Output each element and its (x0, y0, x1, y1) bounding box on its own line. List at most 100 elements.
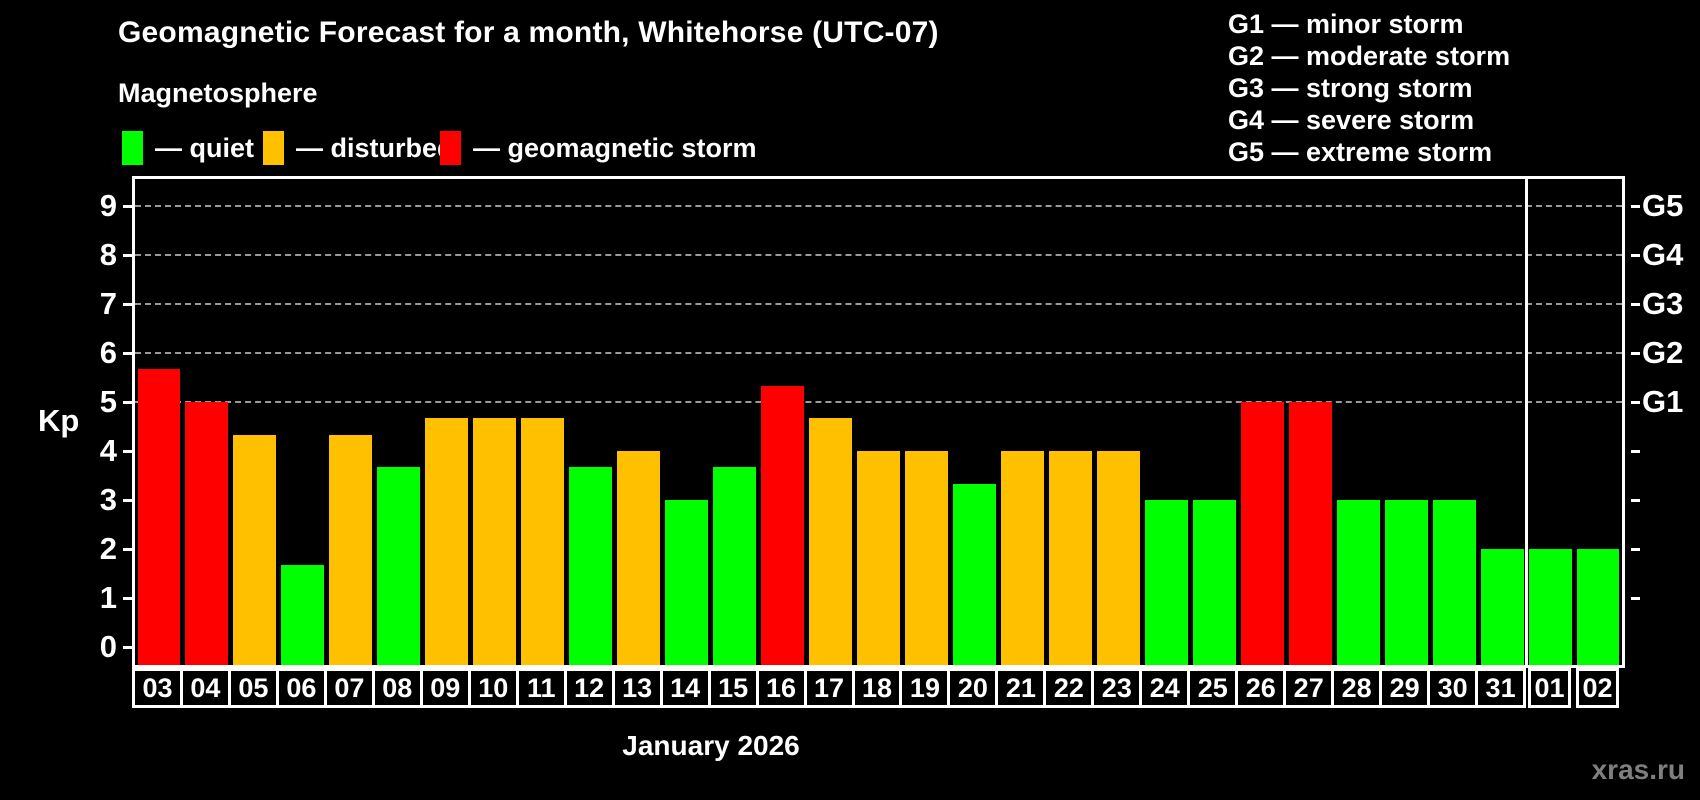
date-cell-26: 26 (1235, 668, 1287, 708)
bar-day-11 (521, 418, 565, 665)
bar-day-13 (617, 451, 661, 665)
y-tick-5 (123, 400, 132, 404)
bar-day-30 (1432, 500, 1476, 665)
y-tick-3 (123, 498, 132, 502)
g-label-G3: G3 (1642, 286, 1684, 321)
plot-frame: 0 1 2 3 4 5 6 7 8 9 G1 G2 G3 G4 G5 (100, 176, 1683, 668)
y-tick-7 (123, 302, 132, 306)
date-cell-31: 31 (1475, 668, 1527, 708)
bar-day-06 (281, 565, 325, 665)
bar-day-28 (1336, 500, 1380, 665)
g-tick-9 (1631, 204, 1640, 208)
legend-label: — geomagnetic storm (473, 132, 757, 163)
bar-day-05 (233, 434, 277, 665)
bar-day-01 (1528, 549, 1572, 665)
date-cell-02: 02 (1576, 668, 1619, 708)
y-tick-label-9: 9 (99, 188, 117, 223)
date-cell-03: 03 (132, 668, 183, 708)
chart-subtitle: Magnetosphere (118, 78, 318, 108)
g-legend-line: G5 — extreme storm (1228, 137, 1493, 167)
x-axis-label: January 2026 (622, 730, 800, 761)
disturbed-color-swatch (263, 131, 284, 165)
date-cell-23: 23 (1091, 668, 1143, 708)
bar-day-17 (809, 418, 852, 665)
legend-item-disturbed: — disturbed (263, 128, 454, 168)
g-tick-3 (1631, 498, 1640, 502)
bar-day-19 (904, 451, 948, 665)
y-tick-label-5: 5 (99, 384, 117, 419)
date-cell-10: 10 (467, 668, 519, 708)
date-cell-12: 12 (563, 668, 615, 708)
date-cell-24: 24 (1139, 668, 1191, 708)
bar-day-23 (1096, 451, 1140, 665)
y-tick-label-4: 4 (99, 433, 117, 468)
plot-area: 0 1 2 3 4 5 6 7 8 9 G1 G2 G3 G4 G5 (100, 179, 1683, 665)
bar-day-26 (1240, 402, 1284, 665)
gridline-kp8 (135, 254, 1622, 256)
date-cell-06: 06 (275, 668, 327, 708)
date-cell-16: 16 (755, 668, 807, 708)
y-tick-8 (123, 253, 132, 257)
gridline-kp5 (135, 401, 1622, 403)
legend-item-quiet: — quiet (122, 128, 254, 168)
legend-label: — disturbed (296, 132, 454, 163)
bar-day-29 (1384, 500, 1428, 665)
bar-day-04 (185, 402, 229, 665)
y-tick-9 (123, 204, 132, 208)
legend-item-storm: — geomagnetic storm (440, 128, 757, 168)
g-legend-line: G1 — minor storm (1228, 9, 1464, 39)
month-separator-line (1524, 179, 1528, 665)
y-tick-label-0: 0 (99, 629, 117, 664)
y-axis-label: Kp (38, 403, 80, 438)
date-cell-01: 01 (1528, 668, 1572, 708)
date-cell-04: 04 (179, 668, 231, 708)
bar-day-16 (761, 385, 805, 665)
bar-day-03 (137, 369, 181, 665)
bar-day-12 (569, 467, 613, 665)
date-cell-14: 14 (659, 668, 711, 708)
gridline-kp9 (135, 205, 1622, 207)
storm-color-swatch (440, 131, 461, 165)
date-cell-22: 22 (1043, 668, 1095, 708)
gridline-kp6 (135, 352, 1622, 354)
bar-day-18 (857, 451, 900, 665)
y-tick-label-6: 6 (99, 335, 117, 370)
y-tick-label-3: 3 (99, 482, 117, 517)
g-tick-6 (1631, 351, 1640, 355)
date-cell-27: 27 (1283, 668, 1335, 708)
g-scale-legend: G1 — minor storm G2 — moderate storm G3 … (1228, 8, 1510, 168)
y-tick-1 (123, 596, 132, 600)
g-tick-7 (1631, 302, 1640, 306)
date-cell-29: 29 (1379, 668, 1431, 708)
date-cell-07: 07 (323, 668, 375, 708)
date-cell-28: 28 (1331, 668, 1383, 708)
bar-day-15 (713, 467, 757, 665)
date-cell-09: 09 (419, 668, 471, 708)
bar-day-31 (1480, 549, 1524, 665)
y-tick-4 (123, 449, 132, 453)
quiet-color-swatch (122, 131, 143, 165)
g-label-G4: G4 (1642, 237, 1684, 272)
page-title: Geomagnetic Forecast for a month, Whiteh… (118, 16, 939, 49)
bar-day-08 (377, 467, 421, 665)
date-cell-20: 20 (947, 668, 999, 708)
y-tick-label-7: 7 (99, 286, 117, 321)
legend-label: — quiet (155, 132, 254, 163)
date-cell-21: 21 (995, 668, 1047, 708)
bar-day-20 (952, 483, 996, 665)
g-legend-line: G2 — moderate storm (1228, 41, 1511, 71)
g-tick-8 (1631, 253, 1640, 257)
bar-day-21 (1000, 451, 1044, 665)
bar-day-14 (665, 500, 709, 665)
g-label-G5: G5 (1642, 188, 1684, 223)
y-tick-6 (123, 351, 132, 355)
g-tick-4 (1631, 449, 1640, 453)
y-tick-label-2: 2 (99, 531, 117, 566)
date-cell-19: 19 (899, 668, 951, 708)
date-cell-13: 13 (611, 668, 663, 708)
bar-day-07 (329, 434, 373, 665)
bar-day-10 (473, 418, 517, 665)
date-cell-25: 25 (1187, 668, 1239, 708)
date-cell-15: 15 (707, 668, 759, 708)
watermark: xras.ru (1591, 754, 1685, 785)
